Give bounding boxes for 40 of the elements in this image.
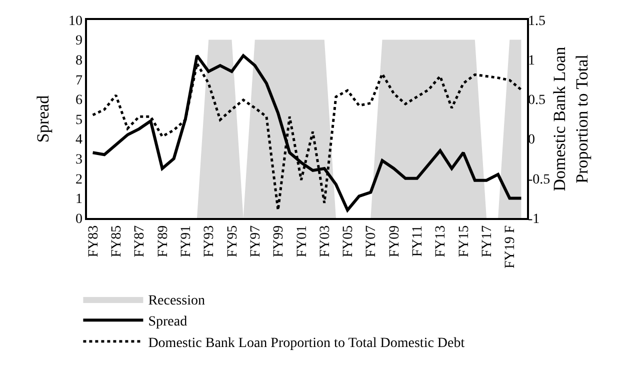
y-tick-label: 3 — [75, 152, 82, 168]
x-tick-label: FY83 — [86, 225, 102, 258]
legend-label: Domestic Bank Loan Proportion to Total Domestic Debt — [148, 336, 465, 351]
y-tick-label: 4 — [75, 132, 82, 148]
y-tick-label: 7 — [75, 73, 82, 88]
x-tick-label: FY93 — [202, 225, 218, 258]
y-tick-label: 6 — [75, 93, 82, 108]
legend-label: Spread — [148, 314, 188, 330]
y-axis-title: Spread — [34, 94, 52, 143]
x-tick-label: FY91 — [178, 225, 194, 258]
x-tick-label: FY99 — [272, 225, 287, 258]
x-tick-label: FY13 — [434, 225, 449, 258]
x-tick-label: FY17 — [480, 225, 496, 258]
x-tick-label: FY07 — [364, 225, 380, 258]
y2-tick-label: 1 — [528, 54, 535, 68]
x-tick-label: FY97 — [248, 225, 264, 258]
legend-label: Recession — [148, 293, 205, 308]
x-tick-label: FY05 — [341, 225, 356, 258]
y2-tick-label: 1.5 — [528, 14, 546, 29]
y-tick-label: 5 — [75, 112, 82, 128]
x-tick-label: FY01 — [294, 225, 310, 258]
x-tick-label: FY09 — [387, 225, 402, 258]
y2-tick-label: 0.5 — [528, 93, 546, 108]
y2-tick-label: -1 — [528, 212, 540, 227]
y2-tick-label: -0.5 — [528, 172, 550, 188]
y2-axis-title: Domestic Bank Loan Proportion to Total — [550, 46, 592, 192]
y-tick-label: 2 — [75, 172, 82, 188]
y-tick-label: 9 — [75, 34, 82, 49]
y-tick-label: 1 — [75, 192, 82, 208]
x-tick-label: FY11 — [410, 225, 426, 257]
y-tick-label: 10 — [68, 14, 82, 29]
x-tick-label: FY89 — [156, 225, 171, 258]
x-tick-label: FY87 — [132, 225, 148, 258]
x-tick-label: FY85 — [110, 225, 124, 258]
x-tick-label: FY15 — [456, 225, 472, 258]
x-tick-label: FY95 — [225, 225, 240, 258]
y-tick-label: 0 — [75, 212, 82, 227]
x-tick-label: FY03 — [318, 225, 333, 258]
x-tick-label: FY19 F — [503, 225, 518, 269]
y-tick-label: 8 — [75, 54, 82, 68]
